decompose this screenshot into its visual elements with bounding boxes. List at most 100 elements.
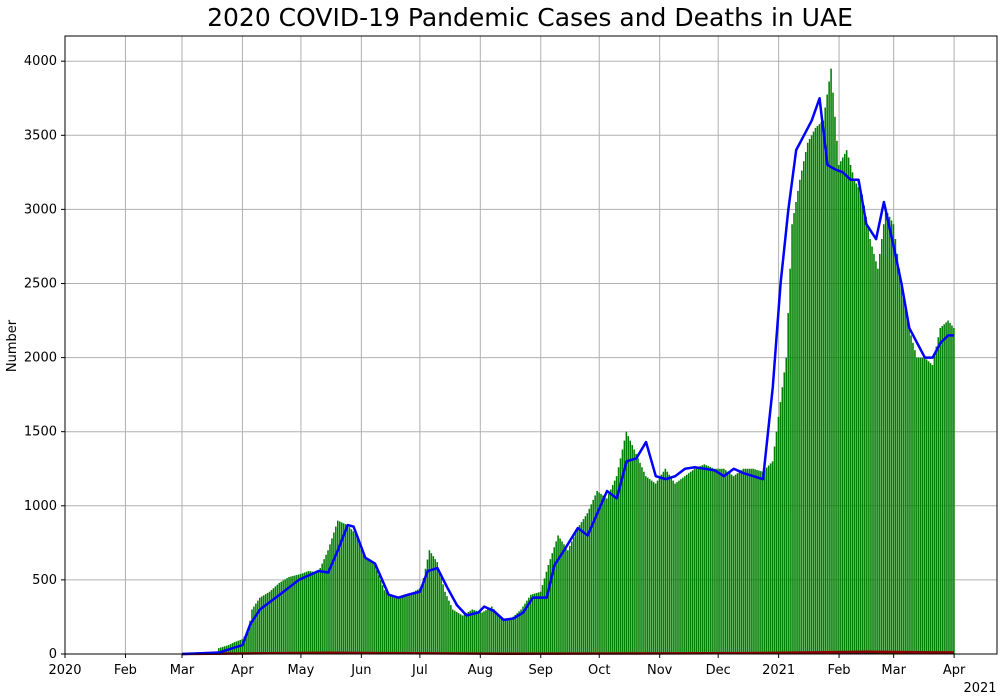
cases-bar xyxy=(346,525,349,654)
cases-bar xyxy=(838,164,840,655)
cases-bar xyxy=(916,357,918,654)
cases-bar xyxy=(278,582,281,654)
cases-bar xyxy=(317,572,320,654)
cases-bar xyxy=(434,559,437,654)
cases-bar xyxy=(379,580,382,654)
cases-bar xyxy=(565,547,567,654)
y-axis-label: Number xyxy=(5,319,20,372)
cases-bar xyxy=(502,618,505,654)
cases-bar xyxy=(625,431,628,654)
cases-bar xyxy=(674,483,676,654)
cases-bar xyxy=(799,179,801,654)
cases-bar xyxy=(399,595,401,654)
cases-bar xyxy=(951,325,953,654)
cases-bar xyxy=(941,326,943,654)
cases-bar xyxy=(463,614,466,654)
cases-bar xyxy=(785,357,788,654)
y-tick-label: 500 xyxy=(32,573,57,588)
cases-bar xyxy=(348,527,351,654)
cases-bar xyxy=(321,563,323,654)
cases-bar xyxy=(469,610,472,654)
cases-bar xyxy=(516,613,518,654)
cases-bar xyxy=(483,611,485,654)
x-tick-label: 2021 xyxy=(762,663,795,678)
cases-bar xyxy=(387,593,390,654)
cases-bar xyxy=(520,609,522,654)
cases-bar xyxy=(606,498,608,654)
cases-bar xyxy=(933,355,936,654)
cases-bar xyxy=(769,463,772,654)
cases-bar xyxy=(508,618,511,654)
cases-bar xyxy=(500,618,503,654)
cases-bar xyxy=(368,560,370,654)
cases-bar xyxy=(740,470,743,654)
cases-bar xyxy=(559,538,561,654)
cases-bar xyxy=(791,224,793,654)
cases-bar xyxy=(418,588,421,654)
cases-bar xyxy=(777,416,780,654)
cases-bar xyxy=(569,545,571,654)
cases-bar xyxy=(767,465,770,654)
y-tick-label: 1000 xyxy=(24,499,57,514)
cases-bar xyxy=(487,608,489,654)
cases-bar xyxy=(241,639,244,654)
cases-bar xyxy=(875,261,877,654)
cases-bar xyxy=(582,519,585,654)
cases-bar xyxy=(847,157,850,654)
cases-bar xyxy=(331,538,333,654)
cases-bar xyxy=(879,253,881,654)
cases-bar xyxy=(315,572,318,654)
cases-bar xyxy=(886,213,889,655)
y-tick-label: 1500 xyxy=(24,425,57,440)
cases-bar xyxy=(260,596,263,654)
cases-bar xyxy=(935,346,938,654)
cases-bar xyxy=(802,161,805,654)
cases-bar xyxy=(512,616,515,654)
cases-bar xyxy=(446,596,448,654)
cases-bar xyxy=(736,473,739,654)
cases-bar xyxy=(921,357,924,654)
cases-bar xyxy=(925,359,928,654)
cases-bar xyxy=(682,477,684,654)
cases-bar xyxy=(574,532,577,654)
cases-bar xyxy=(251,609,253,654)
cases-bar xyxy=(738,471,741,654)
cases-average-line xyxy=(181,96,955,656)
cases-bar xyxy=(481,612,483,654)
cases-bar xyxy=(530,594,532,654)
cases-bar xyxy=(611,485,614,654)
cases-bar xyxy=(943,324,945,654)
x-tick-label: Sep xyxy=(528,663,553,678)
cases-bar xyxy=(524,603,526,654)
cases-bar xyxy=(849,164,852,655)
cases-bar xyxy=(416,589,419,654)
cases-bar xyxy=(432,556,435,654)
cases-bar xyxy=(377,575,380,654)
cases-bar xyxy=(280,581,283,654)
cases-bars xyxy=(218,68,955,655)
cases-bar xyxy=(764,469,766,654)
cases-bar xyxy=(572,536,575,654)
cases-bar xyxy=(259,597,261,654)
cases-bar xyxy=(908,327,910,654)
cases-bar xyxy=(617,467,620,654)
cases-bar xyxy=(309,571,312,654)
cases-bar xyxy=(545,571,548,654)
cases-bar xyxy=(919,357,922,654)
cases-bar xyxy=(374,565,376,654)
cases-bar xyxy=(397,596,399,654)
cases-bar xyxy=(557,535,559,654)
cases-bar xyxy=(725,470,727,654)
cases-bar xyxy=(383,590,386,654)
cases-bar xyxy=(438,569,440,654)
cases-bar xyxy=(576,528,579,654)
cases-bar xyxy=(664,468,667,654)
cases-bar xyxy=(877,268,879,654)
cases-bar xyxy=(836,140,838,654)
cases-bar xyxy=(742,468,745,654)
cases-bar xyxy=(840,161,842,654)
cases-bar xyxy=(832,92,834,654)
cases-bar xyxy=(929,363,932,654)
cases-bar xyxy=(613,480,616,654)
cases-bar xyxy=(338,521,341,654)
